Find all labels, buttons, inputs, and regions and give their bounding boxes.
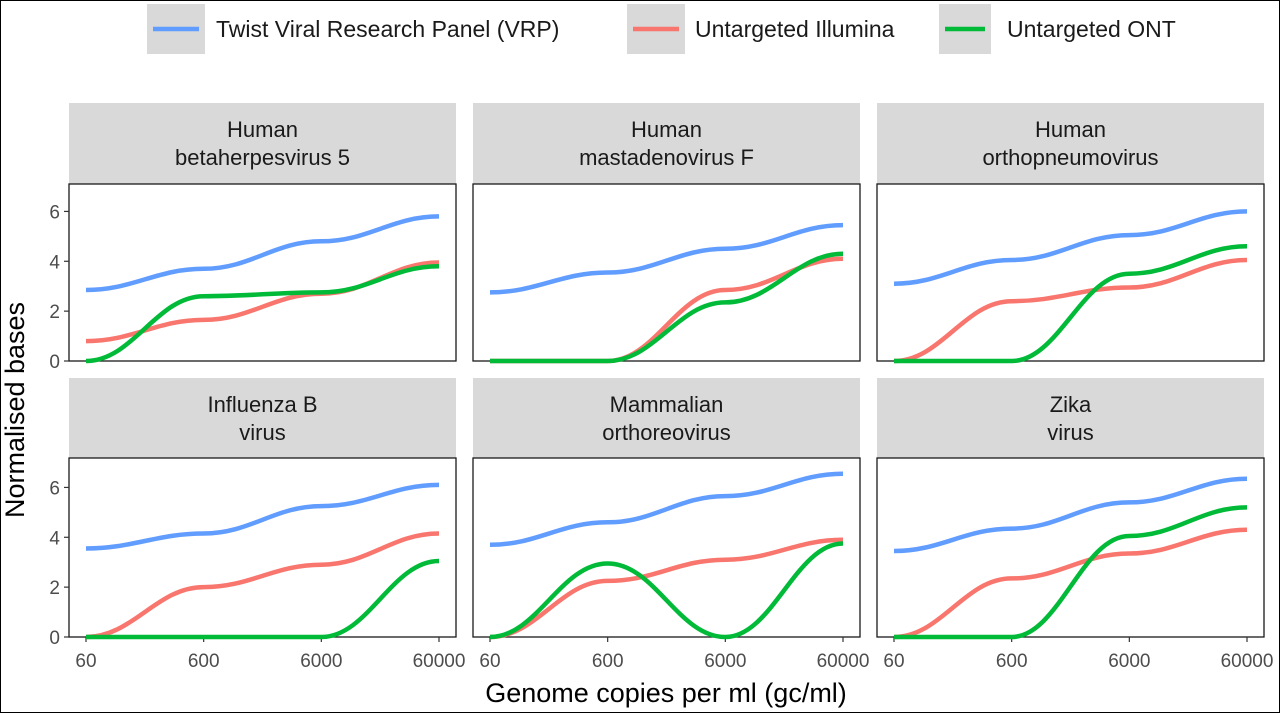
- x-tick-label: 600: [188, 651, 220, 672]
- panel-strip: [69, 103, 456, 184]
- panel-6: Zika virus 60 600 6000 60000: [876, 378, 1274, 672]
- panel-plot-area: [876, 183, 1265, 362]
- series-line-ont: [85, 264, 440, 364]
- x-tick-label: 6000: [704, 651, 746, 672]
- panel-title-line: orthoreovirus: [602, 420, 730, 445]
- panel-title-line: Mammalian: [610, 392, 724, 417]
- x-tick-label: 6000: [1108, 651, 1150, 672]
- series-line-ill: [893, 257, 1248, 364]
- panel-title-line: Influenza B: [207, 392, 317, 417]
- series-line-ont: [86, 558, 440, 640]
- legend: Twist Viral Research Panel (VRP) Untarget…: [147, 4, 1176, 54]
- x-tick-label: 600: [996, 651, 1028, 672]
- series-line-vrp: [489, 471, 844, 548]
- panel-title-line: Zika: [1050, 392, 1092, 417]
- x-tick-label: 60000: [1221, 651, 1274, 672]
- y-tick-label: 6: [49, 202, 60, 223]
- series-line-vrp: [85, 214, 440, 293]
- x-tick-label: 60000: [817, 651, 870, 672]
- panel-strip: [473, 378, 860, 458]
- panel-strip: [877, 378, 1264, 458]
- series-line-ill: [489, 537, 844, 640]
- panel-3: Human orthopneumovirus: [876, 103, 1265, 364]
- x-tick-label: 600: [592, 651, 624, 672]
- panel-title-line: Human: [631, 117, 702, 142]
- panel-2: Human mastadenovirus F: [472, 103, 861, 364]
- series-line-vrp: [893, 476, 1248, 554]
- y-tick-label: 4: [49, 252, 60, 273]
- x-tick-label: 60: [75, 651, 96, 672]
- panel-strip: [877, 103, 1264, 184]
- series-line-ont: [894, 505, 1248, 640]
- panel-plot-area: [472, 457, 861, 638]
- panel-5: Mammalian orthoreovirus 60 600 6000 60000: [472, 378, 870, 672]
- x-tick-label: 60: [883, 651, 904, 672]
- series-line-ont: [489, 541, 844, 640]
- panel-plot-area: [68, 457, 457, 638]
- y-axis-title: Normalised bases: [0, 302, 30, 518]
- series-line-ont: [490, 251, 844, 364]
- y-tick-label: 0: [49, 352, 60, 373]
- y-tick-label: 2: [49, 578, 60, 599]
- legend-label-ont: Untargeted ONT: [1007, 16, 1176, 42]
- series-line-vrp: [85, 482, 440, 551]
- panel-title-line: Human: [227, 117, 298, 142]
- x-tick-label: 60: [479, 651, 500, 672]
- panel-title-line: betaherpesvirus 5: [175, 145, 350, 170]
- y-tick-label: 0: [49, 628, 60, 649]
- panel-title-line: Human: [1035, 117, 1106, 142]
- panel-1: Human betaherpesvirus 5 0 2 4 6: [49, 103, 457, 373]
- panel-strip: [473, 103, 860, 184]
- legend-label-ill: Untargeted Illumina: [695, 16, 895, 42]
- x-tick-label: 60000: [413, 651, 466, 672]
- y-tick-label: 6: [49, 478, 60, 499]
- x-axis-title: Genome copies per ml (gc/ml): [485, 678, 847, 708]
- panel-strip: [69, 378, 456, 458]
- y-tick-label: 2: [49, 302, 60, 323]
- y-tick-label: 4: [49, 528, 60, 549]
- panel-title-line: virus: [1047, 420, 1093, 445]
- series-line-ill: [893, 527, 1248, 640]
- panel-title-line: mastadenovirus F: [579, 145, 754, 170]
- legend-label-vrp: Twist Viral Research Panel (VRP): [216, 16, 559, 42]
- series-line-ill: [85, 531, 440, 640]
- panel-4: Influenza B virus 0 2 4 6 60 600 6000 60000: [49, 378, 465, 672]
- panel-title-line: orthopneumovirus: [982, 145, 1158, 170]
- series-line-vrp: [893, 209, 1248, 286]
- panel-grid: Human betaherpesvirus 5 0 2 4 6 Human mastadeno…: [49, 103, 1273, 672]
- series-line-ont: [894, 244, 1248, 364]
- series-line-vrp: [489, 222, 844, 295]
- panel-title-line: virus: [239, 420, 285, 445]
- x-tick-label: 6000: [300, 651, 342, 672]
